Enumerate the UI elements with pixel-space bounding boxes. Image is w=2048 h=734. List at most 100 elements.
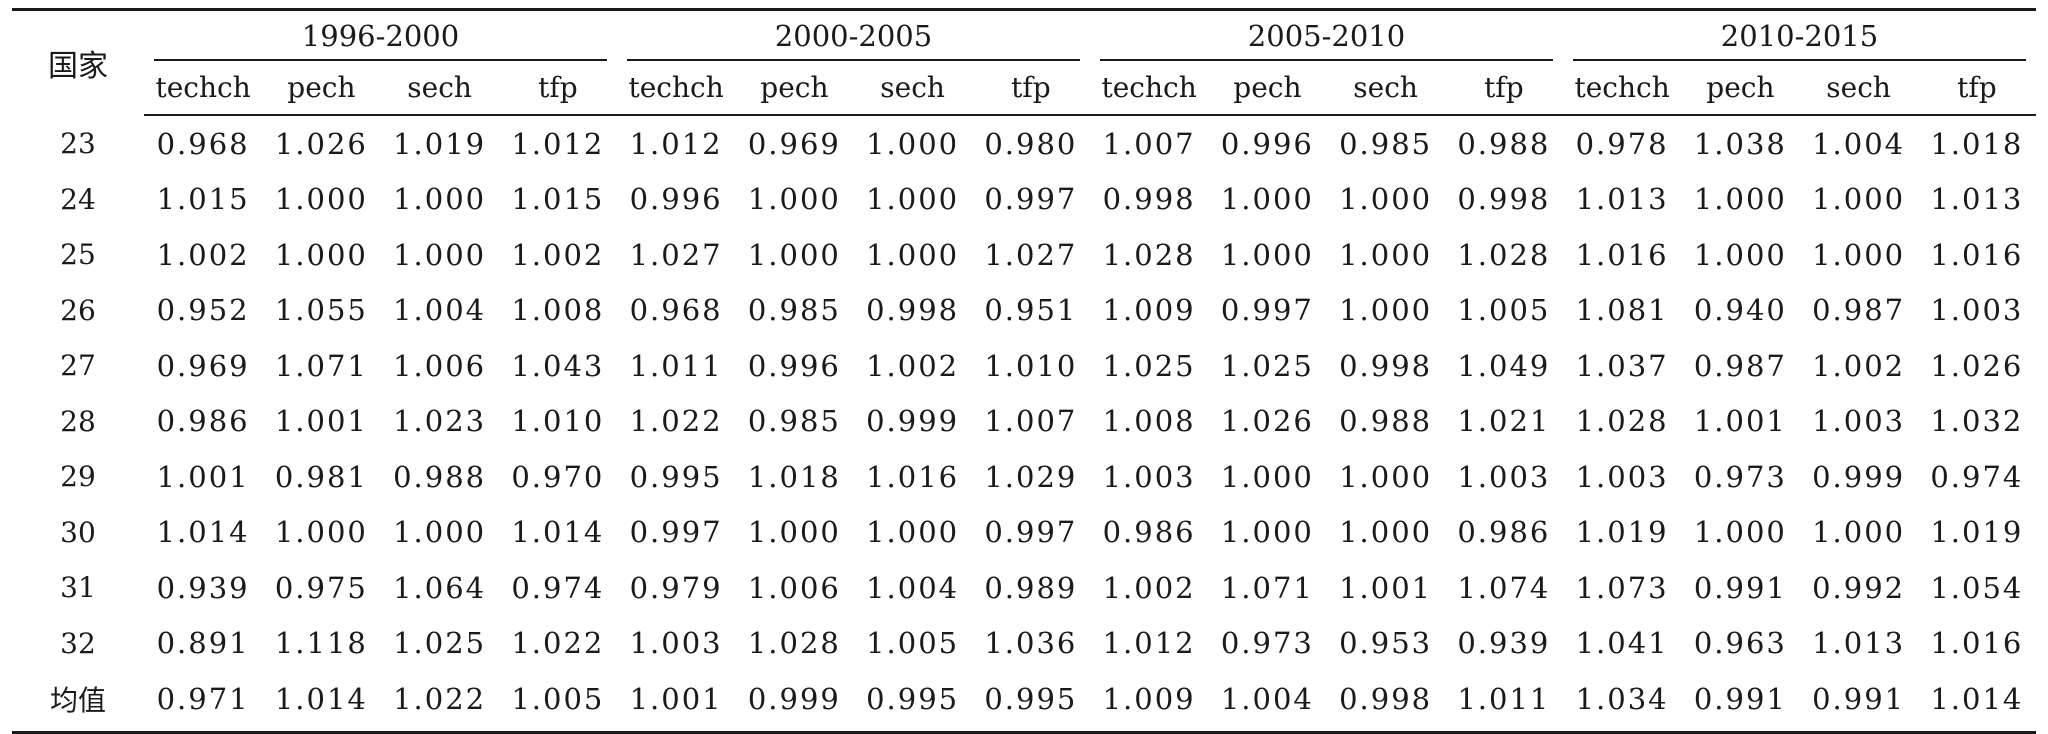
value-cell: 1.026: [274, 126, 368, 161]
value-cell: 0.953: [1339, 626, 1433, 661]
value-cell: 1.014: [274, 681, 368, 716]
value-cell: 1.000: [1339, 515, 1433, 550]
sub-header-techch: techch: [1090, 61, 1209, 116]
value-cell: 1.071: [274, 348, 368, 383]
value-cell: 1.027: [984, 237, 1078, 272]
value-cell: 1.028: [747, 626, 841, 661]
value-cell: 1.004: [393, 293, 487, 328]
value-cell: 1.003: [629, 626, 723, 661]
value-cell: 1.011: [1457, 681, 1551, 716]
period-header-2005-2010: 2005-2010: [1090, 10, 1563, 61]
value-cell: 0.992: [1812, 570, 1906, 605]
value-cell: 1.000: [1812, 237, 1906, 272]
table-body: 23 0.968 1.026 1.019 1.012 1.012 0.969 1.000 0.9…: [12, 115, 2036, 732]
value-cell: 1.000: [747, 182, 841, 217]
value-cell: 0.999: [747, 681, 841, 716]
sub-header-pech: pech: [1208, 61, 1327, 116]
country-cell: 29: [60, 460, 96, 494]
value-cell: 0.973: [1693, 459, 1787, 494]
period-header-2000-2005: 2000-2005: [617, 10, 1090, 61]
value-cell: 0.963: [1693, 626, 1787, 661]
sub-header-pech: pech: [1681, 61, 1800, 116]
value-cell: 1.006: [747, 570, 841, 605]
value-cell: 1.025: [1102, 348, 1196, 383]
value-cell: 1.064: [393, 570, 487, 605]
value-cell: 1.028: [1575, 404, 1669, 439]
value-cell: 0.988: [1457, 126, 1551, 161]
value-cell: 1.000: [1339, 459, 1433, 494]
sub-header-sech: sech: [1326, 61, 1445, 116]
value-cell: 1.005: [1457, 293, 1551, 328]
value-cell: 1.025: [393, 626, 487, 661]
value-cell: 0.997: [984, 515, 1078, 550]
value-cell: 0.974: [511, 570, 605, 605]
value-cell: 1.002: [1102, 570, 1196, 605]
value-cell: 1.001: [629, 681, 723, 716]
value-cell: 1.003: [1930, 293, 2024, 328]
table-row: 24 1.015 1.000 1.000 1.015 0.996 1.000 1.000 0.9…: [12, 172, 2036, 228]
value-cell: 0.997: [1220, 293, 1314, 328]
value-cell: 1.000: [274, 237, 368, 272]
value-cell: 0.986: [1102, 515, 1196, 550]
value-cell: 1.000: [274, 515, 368, 550]
value-cell: 1.036: [984, 626, 1078, 661]
value-cell: 1.118: [274, 626, 368, 661]
value-cell: 1.003: [1575, 459, 1669, 494]
value-cell: 0.991: [1693, 570, 1787, 605]
table-row: 27 0.969 1.071 1.006 1.043 1.011 0.996 1.002 1.0…: [12, 338, 2036, 394]
country-cell: 30: [60, 515, 96, 549]
value-cell: 1.041: [1575, 626, 1669, 661]
value-cell: 1.012: [629, 126, 723, 161]
value-cell: 1.000: [1220, 515, 1314, 550]
value-cell: 1.000: [1693, 182, 1787, 217]
value-cell: 0.975: [274, 570, 368, 605]
value-cell: 1.002: [1812, 348, 1906, 383]
value-cell: 0.989: [984, 570, 1078, 605]
sub-header-tfp: tfp: [971, 61, 1090, 116]
table-row: 29 1.001 0.981 0.988 0.970 0.995 1.018 1.016 1.0…: [12, 449, 2036, 505]
table-row: 23 0.968 1.026 1.019 1.012 1.012 0.969 1.000 0.9…: [12, 115, 2036, 172]
sub-header-techch: techch: [1563, 61, 1682, 116]
value-cell: 1.000: [393, 182, 487, 217]
value-cell: 0.985: [747, 293, 841, 328]
value-cell: 0.991: [1812, 681, 1906, 716]
country-cell: 均值: [49, 683, 106, 717]
value-cell: 0.996: [747, 348, 841, 383]
value-cell: 0.999: [1812, 459, 1906, 494]
value-cell: 1.010: [984, 348, 1078, 383]
value-cell: 0.999: [866, 404, 960, 439]
value-cell: 1.000: [1812, 515, 1906, 550]
value-cell: 1.003: [1102, 459, 1196, 494]
value-cell: 0.991: [1693, 681, 1787, 716]
tfp-decomposition-table: 国家 1996-2000 2000-2005 2005-2010 2010-20…: [12, 8, 2036, 734]
value-cell: 1.000: [747, 515, 841, 550]
value-cell: 1.016: [1575, 237, 1669, 272]
value-cell: 1.015: [156, 182, 250, 217]
value-cell: 1.028: [1457, 237, 1551, 272]
value-cell: 1.000: [393, 515, 487, 550]
value-cell: 0.988: [1339, 404, 1433, 439]
value-cell: 1.019: [393, 126, 487, 161]
value-cell: 1.043: [511, 348, 605, 383]
value-cell: 1.049: [1457, 348, 1551, 383]
value-cell: 1.023: [393, 404, 487, 439]
value-cell: 0.995: [984, 681, 1078, 716]
value-cell: 1.014: [511, 515, 605, 550]
value-cell: 1.022: [393, 681, 487, 716]
table-row: 31 0.939 0.975 1.064 0.974 0.979 1.006 1.004 0.9…: [12, 560, 2036, 616]
value-cell: 1.015: [511, 182, 605, 217]
sub-header-techch: techch: [617, 61, 736, 116]
value-cell: 0.996: [629, 182, 723, 217]
country-column-header: 国家: [48, 49, 108, 84]
value-cell: 1.037: [1575, 348, 1669, 383]
country-cell: 27: [60, 349, 96, 383]
value-cell: 1.001: [1339, 570, 1433, 605]
value-cell: 1.034: [1575, 681, 1669, 716]
value-cell: 0.970: [511, 459, 605, 494]
value-cell: 1.019: [1930, 515, 2024, 550]
value-cell: 1.016: [866, 459, 960, 494]
data-table-container: 国家 1996-2000 2000-2005 2005-2010 2010-20…: [12, 8, 2036, 734]
value-cell: 0.939: [156, 570, 250, 605]
sub-header-tfp: tfp: [1917, 61, 2036, 116]
value-cell: 1.000: [1339, 182, 1433, 217]
